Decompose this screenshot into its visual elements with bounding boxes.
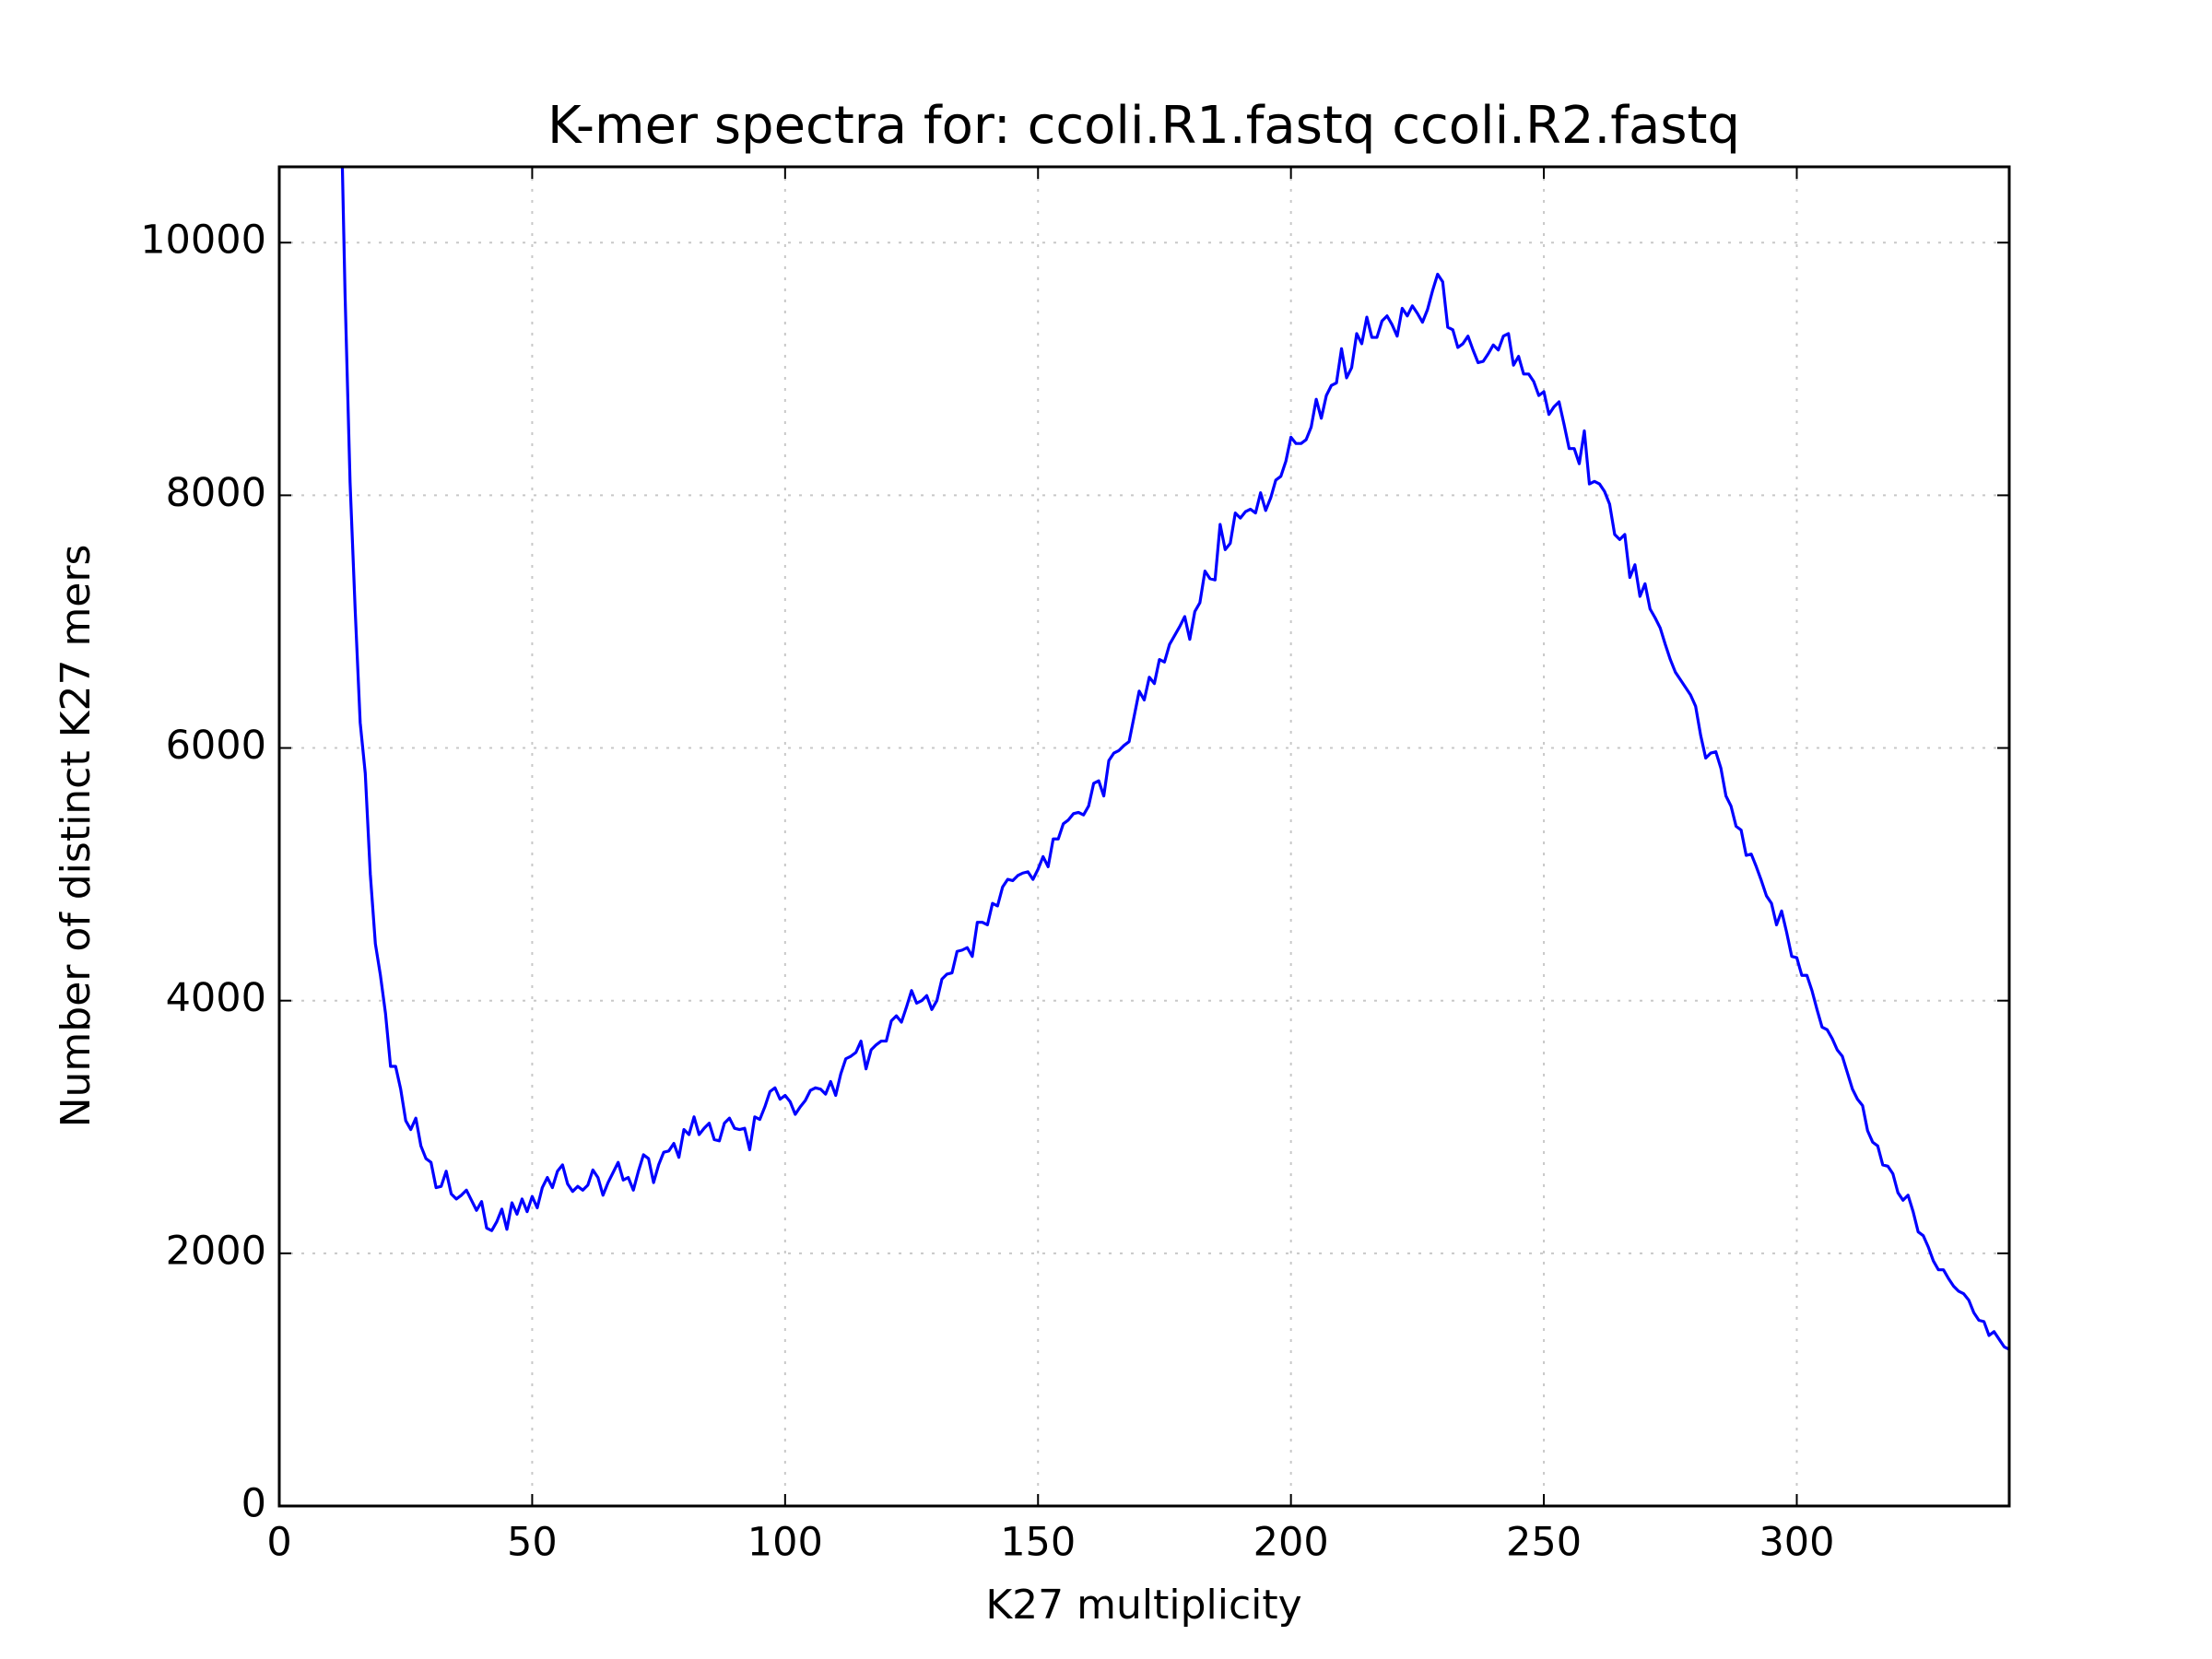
ticks: 0 50 100 150 200 250 300 0 2000 4000 6000 8000 10000	[140, 167, 2009, 1566]
y-tick-label: 0	[241, 1481, 266, 1527]
x-tick-label: 0	[266, 1520, 291, 1566]
x-tick-label: 250	[1506, 1520, 1582, 1566]
x-tick-label: 300	[1759, 1520, 1834, 1566]
grid	[278, 167, 2009, 1507]
x-tick-label: 200	[1253, 1520, 1329, 1566]
plot-frame	[277, 165, 2011, 1508]
x-axis-label: K27 multiplicity	[985, 1582, 1301, 1629]
y-tick-label: 8000	[166, 470, 266, 516]
y-tick-label: 2000	[166, 1228, 266, 1274]
y-axis-label: Number of distinct K27 mers	[53, 545, 100, 1128]
data-line	[340, 167, 2009, 1351]
plot-area	[340, 167, 2009, 1351]
y-tick-label: 4000	[166, 975, 266, 1021]
chart-title: K-mer spectra for: ccoli.R1.fastq ccoli.…	[547, 96, 1740, 156]
y-tick-label: 10000	[140, 218, 266, 264]
x-tick-label: 100	[747, 1520, 823, 1566]
y-tick-label: 6000	[166, 723, 266, 769]
x-tick-label: 50	[507, 1520, 558, 1566]
x-tick-label: 150	[1000, 1520, 1076, 1566]
